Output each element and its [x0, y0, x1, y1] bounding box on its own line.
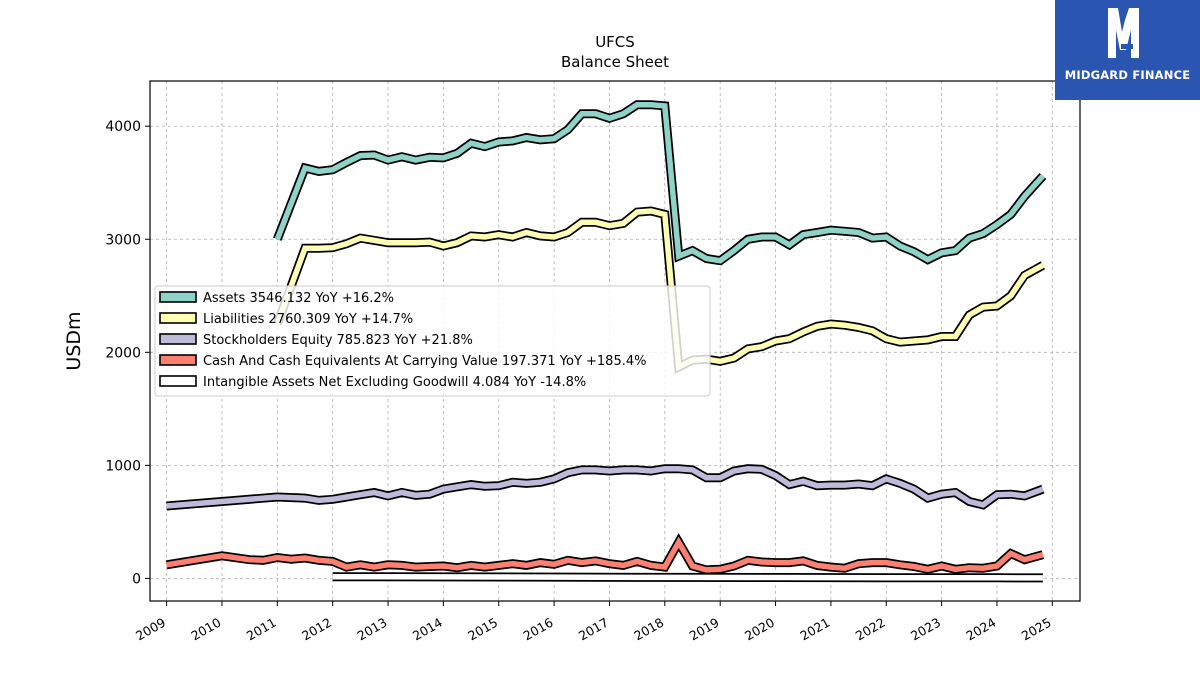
x-tick-label: 2011: [244, 615, 279, 644]
x-tick-label: 2016: [521, 615, 556, 644]
x-tick-label: 2022: [853, 615, 888, 644]
chart-subtitle: Balance Sheet: [561, 53, 669, 71]
x-tick-label: 2024: [963, 615, 998, 644]
legend-swatch: [159, 333, 197, 345]
series-line: [332, 573, 1043, 581]
legend: Assets 3546.132 YoY +16.2% Liabilities 27…: [154, 285, 711, 397]
y-tick-label: 3000: [105, 232, 141, 248]
chart-title: UFCS: [595, 33, 635, 51]
x-tick-label: 2010: [188, 615, 223, 644]
x-tick-label: 2018: [631, 615, 666, 644]
legend-label: Intangible Assets Net Excluding Goodwill…: [203, 375, 586, 390]
x-tick-label: 2019: [687, 615, 722, 644]
brand-name: MIDGARD FINANCE: [1064, 68, 1191, 82]
x-tick-label: 2021: [797, 615, 832, 644]
plot-frame: [149, 80, 1081, 602]
x-tick-label: 2023: [908, 615, 943, 644]
x-tick-label: 2025: [1019, 615, 1054, 644]
y-tick-label: 0: [132, 571, 141, 587]
grid: [150, 81, 1080, 601]
legend-swatch: [159, 354, 197, 366]
y-tick-label: 2000: [105, 345, 141, 361]
legend-label: Cash And Cash Equivalents At Carrying Va…: [203, 354, 646, 369]
x-tick-label: 2020: [742, 615, 777, 644]
legend-label: Assets 3546.132 YoY +16.2%: [203, 291, 394, 306]
x-tick-label: 2015: [465, 615, 500, 644]
x-tick-label: 2014: [410, 615, 445, 644]
brand-logo-mark-icon: [1108, 8, 1139, 58]
series-line: [166, 465, 1044, 509]
legend-label: Stockholders Equity 785.823 YoY +21.8%: [203, 333, 473, 348]
brand-logo: MIDGARD FINANCE: [1055, 0, 1200, 100]
series-outline: [273, 100, 1047, 266]
y-tick-label: 1000: [105, 458, 141, 474]
x-tick-label: 2012: [299, 615, 334, 644]
legend-swatch: [159, 312, 197, 324]
x-tick-label: 2013: [354, 615, 389, 644]
legend-swatch: [159, 375, 197, 387]
series-line: [274, 208, 1045, 372]
legend-box: [154, 285, 711, 397]
series-line: [274, 101, 1045, 264]
legend-label: Liabilities 2760.309 YoY +14.7%: [203, 312, 413, 327]
series-group: [165, 100, 1047, 583]
y-axis-label: USDm: [63, 311, 85, 370]
series-line: [166, 536, 1044, 573]
legend-swatch: [159, 291, 197, 303]
y-tick-label: 4000: [105, 119, 141, 135]
x-tick-label: 2017: [576, 615, 611, 644]
x-tick-label: 2009: [133, 615, 168, 644]
